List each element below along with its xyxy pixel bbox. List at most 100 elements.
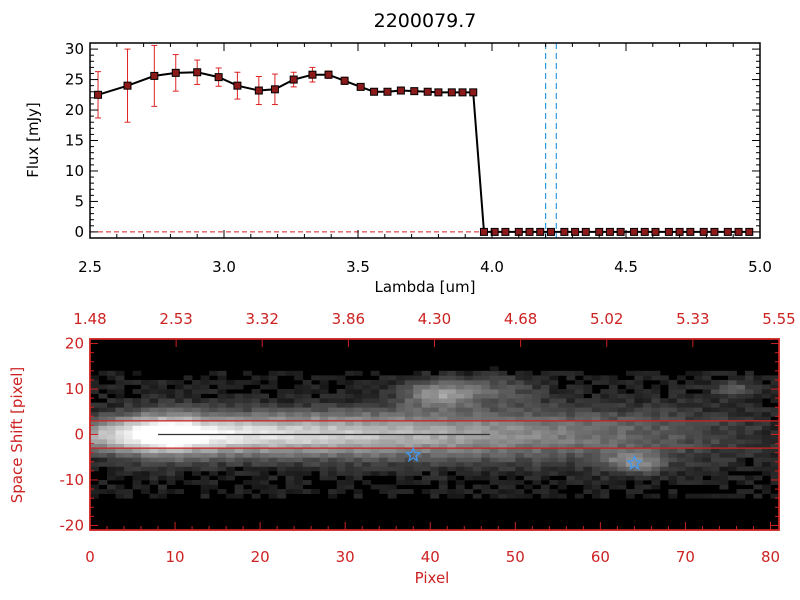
- image-cell: [549, 379, 559, 385]
- image-cell: [404, 398, 414, 404]
- image-cell: [736, 434, 746, 440]
- image-cell: [98, 489, 108, 495]
- image-cell: [277, 489, 287, 495]
- image-cell: [285, 416, 295, 422]
- image-cell: [438, 461, 448, 467]
- image-cell: [438, 384, 448, 390]
- image-cell: [192, 393, 201, 399]
- flux-point: [581, 227, 590, 236]
- image-cell: [336, 448, 346, 454]
- image-cell: [600, 452, 610, 458]
- image-cell: [158, 457, 167, 463]
- image-cell: [404, 439, 414, 444]
- image-cell: [158, 475, 167, 481]
- image-cell: [744, 448, 754, 454]
- image-cell: [634, 389, 644, 394]
- image-cell: [370, 393, 380, 399]
- image-cell: [132, 452, 142, 458]
- image-cell: [557, 479, 567, 485]
- image-cell: [115, 375, 125, 381]
- image-cell: [744, 393, 754, 399]
- image-cell: [404, 461, 414, 467]
- image-cell: [566, 470, 576, 476]
- image-cell: [217, 389, 227, 394]
- image-cell: [328, 489, 338, 495]
- image-cell: [209, 370, 218, 376]
- image-cell: [404, 470, 414, 476]
- image-cell: [268, 384, 278, 390]
- image-cell: [634, 370, 644, 376]
- image-cell: [659, 425, 669, 431]
- image-cell: [532, 479, 542, 485]
- image-cell: [506, 484, 516, 490]
- image-cell: [107, 407, 116, 413]
- image-cell: [532, 393, 542, 399]
- image-cell: [591, 466, 601, 472]
- image-cell: [183, 448, 193, 454]
- image-cell: [455, 384, 465, 390]
- image-cell: [702, 393, 712, 399]
- image-cell: [217, 420, 227, 426]
- image-cell: [617, 434, 627, 440]
- image-cell: [498, 479, 508, 485]
- image-cell: [591, 439, 601, 444]
- image-cell: [387, 402, 397, 408]
- image-cell: [532, 443, 542, 449]
- image-cell: [387, 379, 397, 385]
- image-cell: [472, 470, 482, 476]
- image-cell: [634, 443, 644, 449]
- image-cell: [260, 484, 270, 490]
- image-cell: [98, 420, 108, 426]
- image-cell: [251, 443, 261, 449]
- image-cell: [736, 384, 746, 390]
- image-cell: [217, 407, 227, 413]
- image-cell: [719, 466, 729, 472]
- image-cell: [702, 466, 712, 472]
- image-cell: [175, 407, 184, 413]
- image-cell: [447, 420, 457, 426]
- image-cell: [285, 370, 295, 376]
- image-cell: [217, 379, 227, 385]
- image-cell: [506, 489, 516, 495]
- image-cell: [761, 461, 771, 467]
- image-cell: [744, 466, 754, 472]
- image-cell: [523, 475, 533, 481]
- flux-point: [340, 76, 349, 85]
- image-cell: [642, 420, 652, 426]
- image-cell: [651, 402, 661, 408]
- image-cell: [277, 407, 287, 413]
- image-cell: [353, 493, 363, 499]
- image-cell: [574, 457, 584, 463]
- image-cell: [498, 389, 508, 394]
- image-cell: [583, 461, 593, 467]
- image-cell: [175, 411, 184, 417]
- image-cell: [90, 443, 99, 449]
- image-cell: [625, 457, 635, 463]
- image-cell: [302, 384, 312, 390]
- image-cell: [736, 416, 746, 422]
- image-cell: [217, 402, 227, 408]
- image-cell: [515, 398, 525, 404]
- image-cell: [132, 439, 142, 444]
- image-cell: [727, 402, 737, 408]
- image-cell: [736, 425, 746, 431]
- image-cell: [175, 443, 184, 449]
- image-cell: [770, 389, 780, 394]
- image-cell: [481, 416, 491, 422]
- image-cell: [387, 452, 397, 458]
- image-cell: [566, 479, 576, 485]
- image-cell: [617, 457, 627, 463]
- image-cell: [209, 398, 218, 404]
- x-tick-label: 2.5: [78, 258, 102, 276]
- image-cell: [634, 434, 644, 440]
- image-cell: [685, 479, 695, 485]
- image-cell: [515, 439, 525, 444]
- wavelength-tick-label: 3.86: [332, 310, 365, 328]
- image-cell: [506, 402, 516, 408]
- image-cell: [260, 457, 270, 463]
- image-cell: [336, 420, 346, 426]
- image-cell: [540, 393, 550, 399]
- image-cell: [744, 439, 754, 444]
- image-cell: [217, 457, 227, 463]
- image-cell: [226, 475, 236, 481]
